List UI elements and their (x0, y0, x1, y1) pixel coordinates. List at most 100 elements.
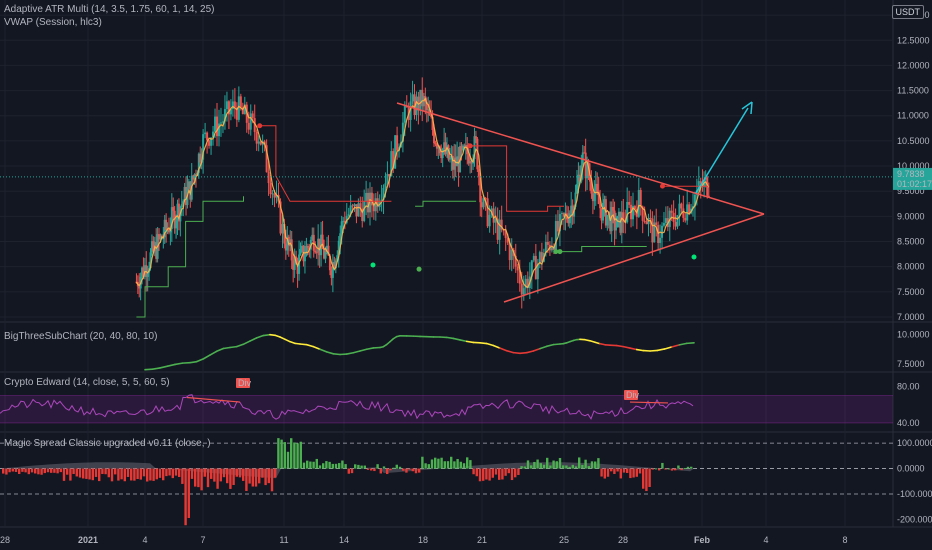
candle-body (583, 152, 586, 154)
candle-body (324, 252, 327, 259)
candle-body (474, 136, 477, 139)
stop-dot (370, 262, 376, 268)
spread-bar (440, 457, 443, 469)
spread-bar (558, 457, 562, 469)
bigthree-segment (289, 340, 296, 345)
bigthree-segment (294, 342, 301, 345)
spread-bar (206, 468, 210, 488)
spread-bar (107, 468, 110, 478)
div-label-box (624, 390, 638, 400)
spread-bar (149, 468, 152, 481)
candle-body (403, 105, 406, 123)
candle-body (571, 205, 574, 217)
spread-bar (53, 468, 56, 473)
candle-body (296, 263, 299, 274)
candle-body (299, 248, 302, 255)
candle-body (425, 101, 428, 111)
candle-body (476, 138, 479, 170)
candle-body (315, 252, 318, 254)
spread-bar (290, 438, 293, 469)
candle-body (158, 234, 161, 240)
spread-bar (270, 468, 274, 492)
candle-body (216, 116, 219, 137)
candle-body (286, 236, 289, 251)
candle-body (301, 245, 303, 249)
spread-bar (430, 459, 434, 469)
spread-bar (363, 465, 366, 469)
bigthree-segment (215, 347, 225, 353)
candle-body (413, 94, 416, 116)
spread-bar (139, 468, 142, 480)
candle-body (327, 245, 330, 256)
spread-bar (578, 457, 581, 469)
candle-body (693, 194, 696, 207)
candle-body (271, 193, 274, 195)
candle-body (498, 219, 501, 240)
candle-body (367, 192, 370, 213)
legend-adaptive-atr[interactable]: Adaptive ATR Multi (14, 3.5, 1.75, 60, 1… (4, 4, 215, 15)
y-tick-label: 0.0000 (897, 464, 925, 474)
spread-bar (517, 468, 520, 475)
spread-bar (146, 468, 149, 482)
candle-body (210, 137, 213, 146)
candle-body (273, 193, 276, 198)
candle-body (372, 205, 375, 212)
candle-body (558, 214, 561, 232)
candle-body (600, 208, 603, 221)
spread-bar (536, 459, 539, 469)
candle-body (275, 194, 278, 198)
spread-bar (24, 468, 27, 473)
candle-body (225, 101, 228, 110)
y-tick-label: 8.5000 (897, 237, 925, 247)
support-trendline (503, 213, 765, 303)
candle-body (292, 260, 295, 270)
spread-bar (114, 468, 117, 475)
candle-body (494, 218, 497, 223)
spread-bar (264, 468, 267, 486)
bigthree-segment (325, 351, 335, 355)
spread-bar (213, 468, 216, 482)
spread-bar (171, 468, 174, 479)
spread-bar (645, 468, 648, 492)
spread-bar (520, 466, 523, 469)
candle-body (376, 198, 379, 208)
spread-bar (498, 468, 501, 480)
spread-bar (43, 468, 46, 474)
candle-body (337, 240, 340, 256)
spread-bar (280, 439, 283, 469)
candle-body (438, 146, 441, 154)
spread-bar (242, 468, 245, 481)
candle-body (204, 132, 207, 135)
candle-body (684, 217, 687, 221)
candle-body (606, 215, 609, 226)
legend-magic-spread[interactable]: Magic Spread Classic upgraded v0.11 (clo… (4, 438, 211, 449)
candle-body (317, 238, 320, 253)
candle-body (142, 267, 145, 277)
candle-body (183, 186, 186, 202)
bigthree-segment (151, 367, 161, 370)
candle-body (610, 206, 613, 232)
candle-body (165, 219, 168, 231)
legend-vwap[interactable]: VWAP (Session, hlc3) (4, 17, 102, 28)
candle-body (342, 220, 345, 222)
candle-body (255, 131, 258, 144)
spread-bar (117, 468, 120, 481)
x-tick-label: 28 (0, 535, 10, 545)
x-tick-label: 25 (559, 535, 569, 545)
spread-bar (232, 468, 235, 485)
legend-crypto-edward[interactable]: Crypto Edward (14, close, 5, 5, 60, 5) (4, 377, 170, 388)
bigthree-segment (242, 340, 251, 346)
spread-bar (389, 468, 392, 471)
div-label: Div (238, 378, 251, 388)
candle-body (141, 267, 144, 277)
spread-bar (56, 468, 59, 474)
candle-body (662, 223, 665, 226)
candle-body (283, 224, 286, 244)
candle-body (306, 246, 309, 248)
candle-body (323, 248, 326, 259)
candle-body (479, 176, 482, 203)
legend-bigthree[interactable]: BigThreeSubChart (20, 40, 80, 10) (4, 331, 158, 342)
currency-selector[interactable]: USDT (891, 5, 924, 19)
candle-body (155, 242, 158, 259)
